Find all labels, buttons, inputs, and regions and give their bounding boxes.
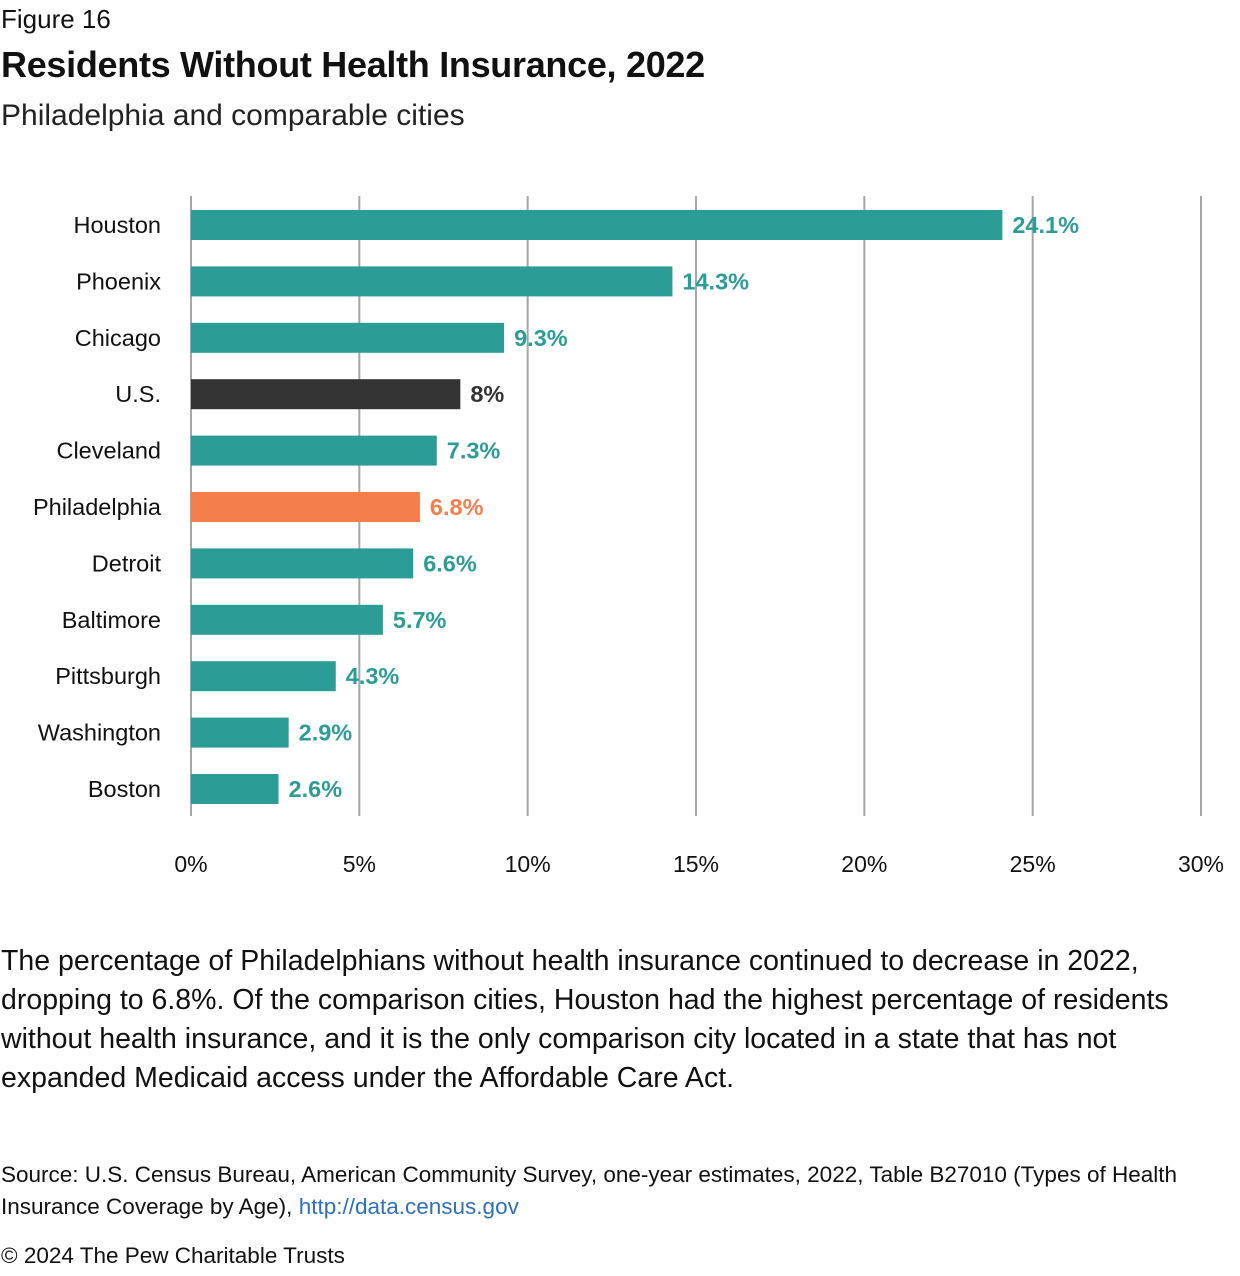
x-tick-label: 30% [1178,851,1224,877]
bar [191,379,461,410]
source-link[interactable]: http://data.census.gov [298,1194,519,1219]
bar [191,210,1003,240]
category-label: U.S. [115,381,161,407]
figure-label: Figure 16 [1,4,111,34]
x-axis-tick-labels: 0% 5% 10% 15% 20% 25% 30% [174,851,1224,877]
data-label: 24.1% [1012,212,1079,238]
bar [191,322,505,353]
copyright: © 2024 The Pew Charitable Trusts [1,1243,345,1268]
chart-description: The percentage of Philadelphians without… [1,945,1169,1094]
data-label: 4.3% [346,663,400,689]
chart-subtitle: Philadelphia and comparable cities [1,99,465,132]
category-label: Baltimore [62,607,161,633]
category-label: Philadelphia [33,494,162,520]
data-label: 8% [470,381,504,407]
gridlines [190,196,1202,816]
chart-title: Residents Without Health Insurance, 2022 [1,44,705,85]
bar [191,717,289,748]
category-label: Phoenix [76,268,161,294]
data-label: 2.9% [299,720,353,746]
category-label: Pittsburgh [55,663,161,689]
x-tick-label: 5% [343,851,376,877]
x-tick-label: 20% [841,851,887,877]
bar [191,548,414,579]
category-label: Chicago [75,325,161,351]
data-label: 2.6% [289,776,343,802]
bar [191,492,420,522]
bar [191,604,383,635]
category-label: Cleveland [56,438,161,464]
bar [191,774,279,804]
data-label: 9.3% [514,325,568,351]
x-tick-label: 25% [1010,851,1056,877]
category-label: Houston [73,212,161,238]
category-label: Washington [38,720,161,746]
x-tick-label: 15% [673,851,719,877]
data-label: 7.3% [447,438,501,464]
x-tick-label: 0% [174,851,207,877]
source-note: Source: U.S. Census Bureau, American Com… [1,1159,1237,1223]
data-label: 6.8% [430,494,484,520]
bars [191,210,1003,804]
category-labels: Houston Phoenix Chicago U.S. Cleveland Philad… [33,212,162,802]
category-label: Boston [88,776,161,802]
bar [191,435,437,466]
data-labels: 24.1% 14.3% 9.3% 8% 7.3% 6.8% 6.6% 5.7% 4.3% 2.9%… [289,212,1080,802]
category-label: Detroit [92,550,162,576]
data-label: 5.7% [393,607,447,633]
source-text: Source: U.S. Census Bureau, American Com… [1,1162,1178,1219]
data-label: 14.3% [682,268,749,294]
bar [191,266,673,297]
x-tick-label: 10% [505,851,551,877]
bar [191,661,336,692]
data-label: 6.6% [423,550,477,576]
bar-chart: Houston Phoenix Chicago U.S. Cleveland Philad… [33,196,1224,877]
